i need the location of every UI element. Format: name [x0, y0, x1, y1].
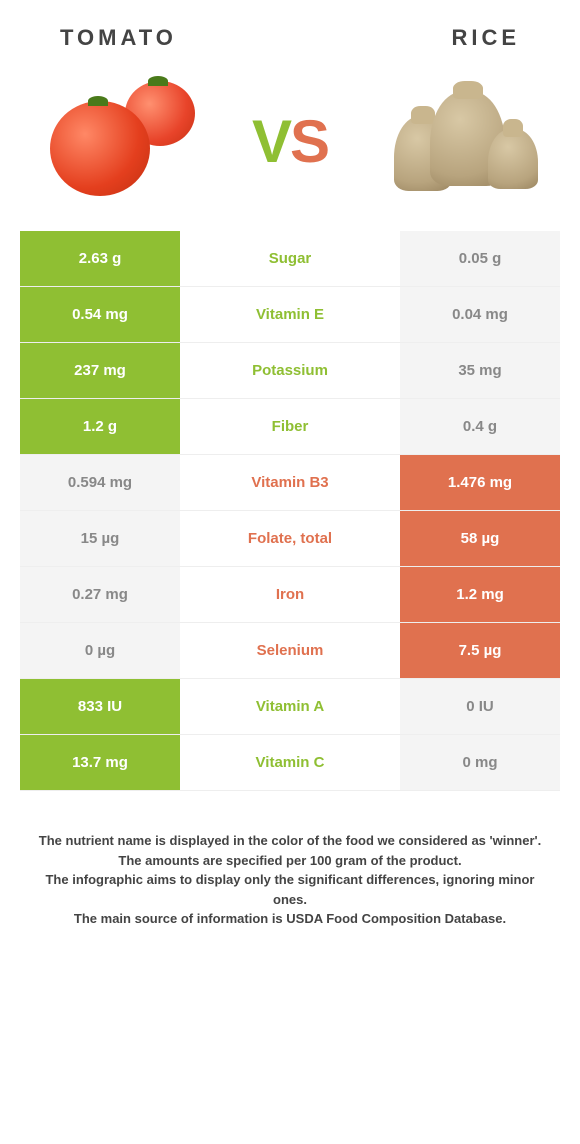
cell-right-value: 0.4 g [400, 399, 560, 454]
cell-nutrient-label: Vitamin E [180, 287, 400, 342]
cell-left-value: 2.63 g [20, 231, 180, 286]
table-row: 13.7 mgVitamin C0 mg [20, 735, 560, 791]
vs-v: V [252, 108, 290, 175]
title-left: TOMATO [60, 25, 177, 51]
cell-left-value: 1.2 g [20, 399, 180, 454]
cell-left-value: 0.54 mg [20, 287, 180, 342]
cell-right-value: 7.5 µg [400, 623, 560, 678]
table-row: 1.2 gFiber0.4 g [20, 399, 560, 455]
footer-line: The nutrient name is displayed in the co… [30, 831, 550, 851]
cell-right-value: 0.04 mg [400, 287, 560, 342]
vs-label: VS [252, 107, 328, 176]
cell-nutrient-label: Potassium [180, 343, 400, 398]
table-row: 15 µgFolate, total58 µg [20, 511, 560, 567]
cell-right-value: 0.05 g [400, 231, 560, 286]
cell-nutrient-label: Selenium [180, 623, 400, 678]
table-row: 0 µgSelenium7.5 µg [20, 623, 560, 679]
cell-left-value: 237 mg [20, 343, 180, 398]
cell-right-value: 0 mg [400, 735, 560, 790]
table-row: 833 IUVitamin A0 IU [20, 679, 560, 735]
header: TOMATO RICE [0, 0, 580, 61]
cell-right-value: 58 µg [400, 511, 560, 566]
cell-nutrient-label: Vitamin B3 [180, 455, 400, 510]
cell-nutrient-label: Sugar [180, 231, 400, 286]
cell-left-value: 15 µg [20, 511, 180, 566]
table-row: 2.63 gSugar0.05 g [20, 231, 560, 287]
rice-image [370, 71, 550, 211]
table-row: 0.594 mgVitamin B31.476 mg [20, 455, 560, 511]
hero: VS [0, 61, 580, 231]
cell-nutrient-label: Fiber [180, 399, 400, 454]
cell-nutrient-label: Vitamin C [180, 735, 400, 790]
table-row: 237 mgPotassium35 mg [20, 343, 560, 399]
cell-right-value: 1.476 mg [400, 455, 560, 510]
table-row: 0.27 mgIron1.2 mg [20, 567, 560, 623]
cell-right-value: 1.2 mg [400, 567, 560, 622]
footer-line: The amounts are specified per 100 gram o… [30, 851, 550, 871]
cell-nutrient-label: Iron [180, 567, 400, 622]
cell-left-value: 0.594 mg [20, 455, 180, 510]
footer-notes: The nutrient name is displayed in the co… [0, 791, 580, 929]
cell-right-value: 35 mg [400, 343, 560, 398]
tomato-image [30, 71, 210, 211]
footer-line: The infographic aims to display only the… [30, 870, 550, 909]
cell-nutrient-label: Folate, total [180, 511, 400, 566]
table-row: 0.54 mgVitamin E0.04 mg [20, 287, 560, 343]
nutrient-table: 2.63 gSugar0.05 g0.54 mgVitamin E0.04 mg… [0, 231, 580, 791]
cell-left-value: 0.27 mg [20, 567, 180, 622]
cell-right-value: 0 IU [400, 679, 560, 734]
vs-s: S [290, 108, 328, 175]
footer-line: The main source of information is USDA F… [30, 909, 550, 929]
cell-nutrient-label: Vitamin A [180, 679, 400, 734]
title-right: RICE [451, 25, 520, 51]
cell-left-value: 833 IU [20, 679, 180, 734]
cell-left-value: 0 µg [20, 623, 180, 678]
cell-left-value: 13.7 mg [20, 735, 180, 790]
